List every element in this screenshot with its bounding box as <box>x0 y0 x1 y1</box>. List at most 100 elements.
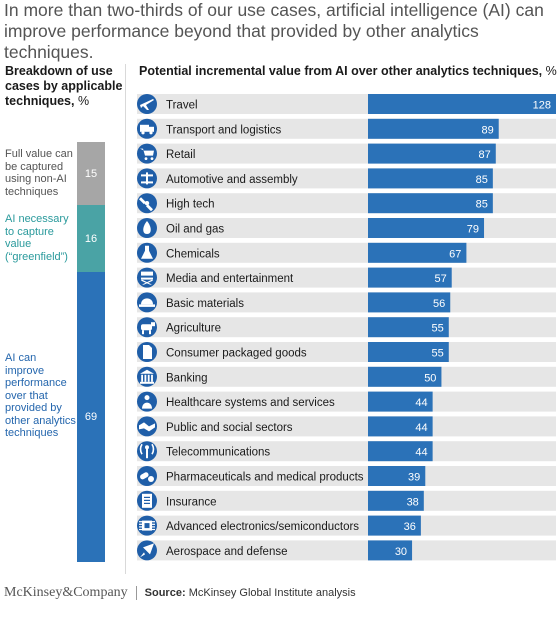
bar-value-label: 36 <box>404 521 416 533</box>
cow-icon <box>137 317 157 338</box>
footer: McKinsey&Company Source: McKinsey Global… <box>4 583 556 603</box>
row-background <box>137 540 556 561</box>
source-text: McKinsey Global Institute analysis <box>188 587 356 599</box>
oil-drop-icon <box>137 218 157 238</box>
bar <box>368 193 493 214</box>
bar <box>368 490 424 511</box>
bar-row: Consumer packaged goods 55 <box>137 342 556 362</box>
breakdown-segment-value: 16 <box>84 232 98 245</box>
truck-icon <box>137 118 157 139</box>
bar <box>368 242 467 263</box>
category-label: Insurance <box>166 496 217 508</box>
row-background <box>137 416 556 437</box>
bar-row: Advanced electronics/semiconductors 36 <box>137 515 556 536</box>
breakdown-segment: 16 <box>77 205 105 273</box>
category-label: Retail <box>166 149 195 161</box>
category-label: Telecommunications <box>166 447 270 459</box>
category-label: High tech <box>166 199 215 211</box>
car-chassis-icon <box>137 168 157 189</box>
bar <box>368 218 485 238</box>
title-line-2: improve performance beyond that provided… <box>4 21 479 62</box>
category-label: Public and social sectors <box>166 422 293 434</box>
column-divider <box>125 64 126 574</box>
category-label: Banking <box>166 372 208 384</box>
handshake-icon <box>137 416 157 437</box>
bar <box>368 540 413 561</box>
director-chair-icon <box>137 267 157 288</box>
breakdown-segment-label: AI necessary to capture value (“greenfie… <box>5 213 69 263</box>
category-label: Automotive and assembly <box>166 174 298 186</box>
breakdown-segment-label: Full value can be captured using non-AI … <box>5 148 73 198</box>
bar-value-label: 44 <box>415 397 427 409</box>
flask-icon <box>137 242 157 263</box>
bar-value-label: 55 <box>432 348 444 360</box>
bar <box>368 441 433 462</box>
category-label: Advanced electronics/semiconductors <box>166 521 359 533</box>
bar-row: Oil and gas 79 <box>137 218 556 238</box>
satellite-icon <box>137 193 157 214</box>
bar-value-label: 67 <box>449 248 461 260</box>
row-background <box>137 342 556 362</box>
bar-value-label: 44 <box>415 447 427 459</box>
category-label: Basic materials <box>166 298 244 310</box>
bar-row: Public and social sectors 44 <box>137 416 556 437</box>
bar-row: Travel 128 <box>137 94 556 114</box>
breakdown-heading: Breakdown of use cases by applicable tec… <box>5 64 123 109</box>
row-background <box>137 466 556 486</box>
bar-value-label: 50 <box>424 372 436 384</box>
breakdown-segment-label: AI can improve performance over that pro… <box>5 352 76 440</box>
brand-logo: McKinsey&Company <box>4 585 128 600</box>
cart-icon <box>137 143 157 164</box>
breakdown-segment: 69 <box>77 272 105 562</box>
bar-row: Banking 50 <box>137 366 556 387</box>
document-icon <box>137 490 157 511</box>
row-background <box>137 292 556 313</box>
row-background <box>137 515 556 536</box>
category-label: Chemicals <box>166 248 220 260</box>
plane-icon <box>137 94 157 114</box>
value-heading-unit: % <box>545 64 557 78</box>
breakdown-heading-unit: % <box>77 94 90 108</box>
category-label: Agriculture <box>166 323 221 335</box>
category-label: Aerospace and defense <box>166 546 287 558</box>
bar <box>368 118 499 139</box>
bar-value-label: 44 <box>415 422 427 434</box>
bar <box>368 466 426 486</box>
rocket-icon <box>137 540 157 561</box>
breakdown-segment-value: 15 <box>84 167 98 180</box>
bar <box>368 416 433 437</box>
bar-value-label: 55 <box>432 323 444 335</box>
breakdown-segment: 15 <box>77 142 105 205</box>
bar-value-label: 87 <box>479 149 491 161</box>
source-note: Source: McKinsey Global Institute analys… <box>145 587 356 599</box>
source-label: Source: <box>144 587 186 599</box>
category-label: Consumer packaged goods <box>166 348 307 360</box>
bar-row: Retail 87 <box>137 143 556 164</box>
value-heading: Potential incremental value from AI over… <box>139 64 559 79</box>
bar <box>368 94 556 114</box>
bar-value-label: 128 <box>533 100 551 112</box>
bar <box>368 366 442 387</box>
breakdown-segment-value: 69 <box>84 411 98 424</box>
hard-hat-icon <box>137 292 157 313</box>
row-background <box>137 366 556 387</box>
bar <box>368 292 451 313</box>
bar <box>368 342 449 362</box>
bar-value-label: 89 <box>481 124 493 136</box>
category-label: Travel <box>166 100 198 112</box>
bar <box>368 391 433 412</box>
bar-row: Basic materials 56 <box>137 292 556 313</box>
bar-row: Insurance 38 <box>137 490 556 511</box>
bar-row: Agriculture 55 <box>137 317 556 338</box>
bar <box>368 317 449 338</box>
category-label: Media and entertainment <box>166 273 294 285</box>
bar-value-label: 79 <box>467 224 479 236</box>
bank-icon <box>137 366 157 387</box>
bar-row: Chemicals 67 <box>137 242 556 263</box>
row-background <box>137 317 556 338</box>
bar <box>368 143 496 164</box>
title-line-1: In more than two-thirds of our use cases… <box>4 0 544 20</box>
row-background <box>137 391 556 412</box>
bar-value-label: 85 <box>476 174 488 186</box>
